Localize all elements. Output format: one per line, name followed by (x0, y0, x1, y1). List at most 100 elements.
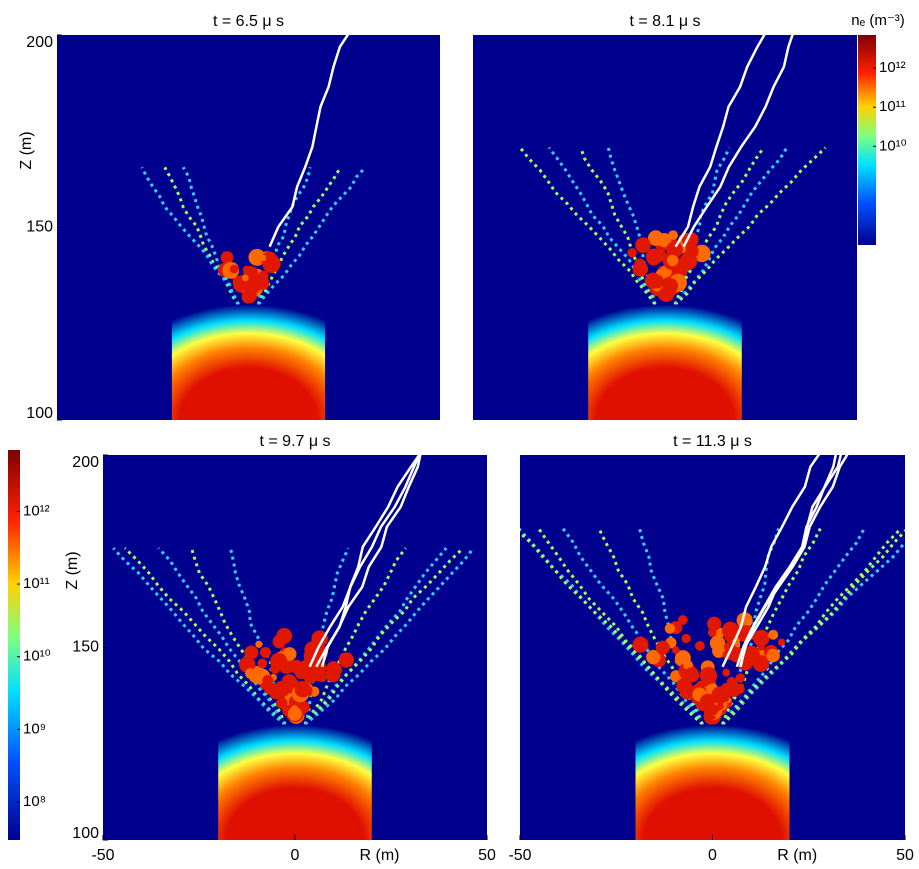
plasma-blob (683, 659, 693, 670)
plasma-blob (294, 680, 312, 698)
plasma-blob (262, 674, 274, 686)
plasma-blob (273, 680, 290, 698)
plasma-blob (255, 276, 270, 291)
colorbar-gradient (858, 35, 876, 245)
streamer (547, 146, 657, 306)
plasma-blob (681, 633, 691, 644)
streamer (579, 147, 657, 306)
plasma-blob (318, 668, 327, 676)
plasma-blob (710, 637, 723, 650)
colorbar-tick-label: 10⁹ (23, 720, 46, 737)
plasma-blob (241, 274, 249, 282)
panel-title: t = 6.5 μ s (213, 13, 284, 30)
plasma-blob (654, 249, 667, 262)
streamer (257, 166, 367, 306)
plasma-blob (695, 640, 705, 651)
colorbar-tick-label: 10¹¹ (879, 98, 906, 115)
streamer (163, 166, 240, 306)
panel-title: t = 9.7 μ s (259, 433, 330, 450)
streamer (721, 528, 905, 726)
plasma-blob (250, 274, 257, 282)
streamer (561, 527, 704, 726)
y-tick-label: 200 (72, 454, 99, 471)
plasma-blob (668, 230, 678, 240)
plasma-blob (690, 670, 698, 678)
plasma-blob (667, 254, 679, 267)
plasma-blob (255, 640, 263, 648)
core (218, 724, 372, 840)
panel: t = 9.7 μ s 100 150 200 Z (m) -50 0 50 R (m) (64, 433, 496, 864)
streamer (112, 547, 286, 726)
panel: t = 11.3 μ s -50 0 50 R (m) (508, 433, 914, 864)
core (171, 304, 326, 420)
core (588, 304, 742, 420)
y-tick-label: 150 (72, 639, 99, 656)
colorbar-tick-label: 10¹² (879, 59, 906, 76)
panel-title: t = 8.1 μ s (629, 13, 700, 30)
plasma-blob (777, 638, 786, 646)
streamer (157, 547, 287, 726)
plasma-blob (657, 232, 672, 248)
plasma-blob (655, 640, 670, 655)
y-axis-label: Z (m) (18, 131, 35, 169)
panel-title: t = 11.3 μ s (673, 433, 752, 450)
leader (721, 455, 821, 668)
colorbar-gradient (8, 450, 20, 840)
plasma-blob (257, 658, 268, 669)
colorbar: 10⁸ 10⁹ 10¹⁰ 10¹¹ 10¹² (8, 450, 51, 840)
leader (320, 455, 422, 668)
panel: t = 6.5 μ s 100 150 200 Z (m) (18, 13, 440, 422)
plasma-blob (646, 649, 661, 665)
leader (268, 35, 350, 248)
leader (674, 35, 766, 248)
plasma-blob (251, 249, 260, 258)
plasma-blob (715, 704, 723, 711)
leader (739, 455, 843, 668)
plasma-blob (734, 683, 745, 695)
plasma-blob (666, 241, 683, 258)
plasma-blob (676, 677, 693, 694)
plasma-blob (287, 706, 302, 721)
x-tick-label: 0 (291, 847, 300, 864)
plasma-blob (259, 254, 267, 262)
plasma-blob (294, 664, 309, 680)
plasma-blob (757, 643, 765, 651)
plasma-blob (711, 686, 729, 704)
plasma-blob (735, 673, 746, 683)
plasma-blob (706, 703, 719, 716)
y-tick-label: 150 (26, 219, 53, 236)
x-tick-label: 50 (896, 847, 914, 864)
image (519, 35, 827, 420)
plasma-blob (272, 634, 287, 649)
streamer (229, 547, 287, 726)
colorbar-label: nₑ (m⁻³) (851, 12, 904, 29)
streamer (304, 547, 475, 726)
plasma-blob (326, 661, 341, 676)
streamer (520, 530, 704, 726)
plasma-blob (699, 666, 718, 685)
plasma-blob (752, 629, 770, 647)
plasma-blob (244, 645, 259, 660)
plasma-blob (645, 274, 660, 288)
y-tick-label: 200 (26, 34, 53, 51)
image (520, 455, 905, 840)
plasma-blob (229, 264, 239, 274)
colorbar-tick-label: 10¹² (23, 502, 50, 519)
x-tick-label: -50 (508, 847, 531, 864)
plasma-blob (766, 648, 780, 663)
plasma-blob (242, 289, 252, 299)
panel: t = 8.1 μ s (473, 13, 857, 420)
plasma-blob (742, 645, 760, 663)
plasma-blob (768, 629, 779, 640)
plasma-blob (728, 678, 737, 687)
streamer (673, 146, 827, 306)
x-tick-label: 0 (708, 847, 717, 864)
plasma-blob (291, 705, 298, 712)
colorbar: 10¹⁰ 10¹¹ 10¹² nₑ (m⁻³) (851, 12, 907, 245)
plasma-blob (656, 275, 663, 283)
streamer (140, 166, 240, 306)
plasma-blob (672, 646, 680, 654)
streamer (721, 527, 866, 726)
colorbar-tick-label: 10¹⁰ (879, 137, 907, 154)
